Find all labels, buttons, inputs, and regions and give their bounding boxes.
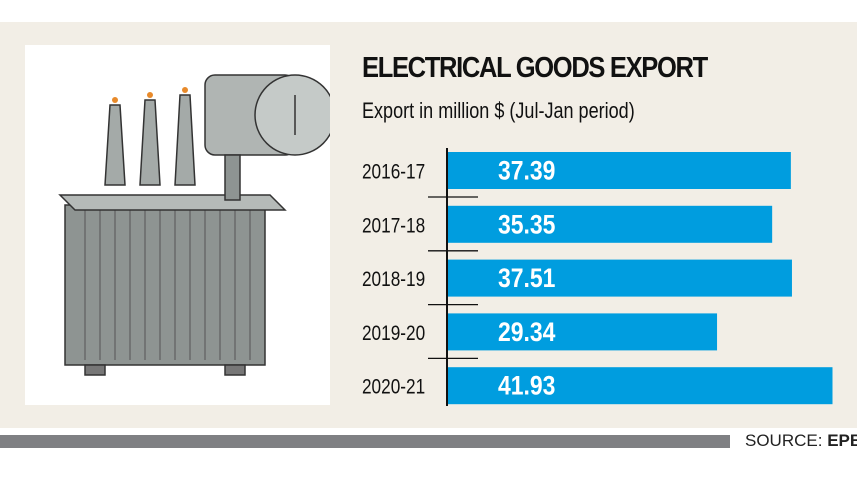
data-label: 41.93 bbox=[498, 371, 555, 401]
bar-2019-20 bbox=[448, 313, 718, 351]
category-label: 2019-20 bbox=[362, 322, 425, 345]
data-label: 29.34 bbox=[498, 317, 555, 347]
bar-2020-21 bbox=[448, 367, 833, 405]
source-note: SOURCE: EPB bbox=[745, 431, 857, 451]
category-label: 2020-21 bbox=[362, 376, 425, 399]
data-label: 37.39 bbox=[498, 156, 555, 186]
source-name: EPB bbox=[827, 431, 857, 450]
category-label: 2017-18 bbox=[362, 215, 425, 238]
category-label: 2016-17 bbox=[362, 161, 425, 184]
transformer-illustration bbox=[25, 45, 336, 405]
category-label: 2018-19 bbox=[362, 269, 425, 292]
bar-2017-18 bbox=[448, 205, 773, 243]
bar-chart: 37.39 2016-17 35.35 2017-18 37.51 2018-19 29.3… bbox=[362, 148, 833, 406]
source-label: SOURCE: bbox=[745, 431, 823, 450]
bar-2018-19 bbox=[448, 259, 792, 297]
data-label: 37.51 bbox=[498, 263, 555, 293]
chart-title: ELECTRICAL GOODS EXPORT bbox=[362, 52, 708, 84]
chart-subtitle: Export in million $ (Jul-Jan period) bbox=[362, 98, 635, 123]
data-label: 35.35 bbox=[498, 210, 555, 240]
bar-2016-17 bbox=[448, 152, 791, 189]
footer-bar bbox=[0, 435, 730, 448]
